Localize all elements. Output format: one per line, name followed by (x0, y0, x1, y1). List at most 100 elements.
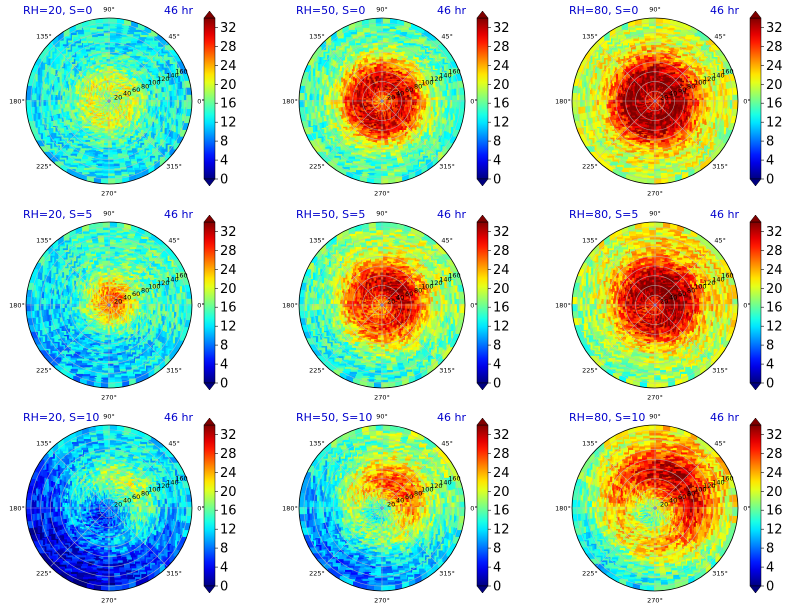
heatmap-cell (80, 18, 89, 28)
heatmap-cell (120, 99, 125, 104)
heatmap-cell (186, 100, 192, 109)
colorbar-tick-label: 24 (220, 59, 237, 74)
angle-tick-label: 90° (103, 6, 115, 14)
heatmap-cell (60, 27, 70, 37)
heatmap-cell (32, 58, 41, 68)
panel-time-label: 46 hr (164, 4, 193, 17)
heatmap-cell (122, 99, 127, 104)
heatmap-cell (32, 134, 41, 144)
heatmap-cell (66, 24, 76, 33)
heatmap-cell (115, 99, 120, 104)
angle-tick-label: 0° (470, 98, 477, 106)
heatmap-cell (44, 41, 54, 51)
heatmap-cell (26, 78, 34, 88)
heatmap-cell (26, 107, 33, 117)
colorbar-gradient (476, 17, 489, 180)
heatmap-cell (186, 93, 192, 102)
angle-tick-label: 315° (166, 163, 182, 171)
angle-tick-label: 90° (376, 6, 388, 14)
radial-tick-label: 60 (132, 86, 140, 94)
colorbar-tick-label: 12 (220, 116, 237, 131)
heatmap-cell (108, 18, 117, 24)
heatmap-cell (66, 169, 76, 178)
radial-tick-label: 140 (166, 71, 178, 79)
heatmap-cell (125, 99, 130, 104)
colorbar-extend-min (203, 178, 216, 187)
radial-tick-label: 100 (148, 79, 160, 87)
heatmap-cell (54, 161, 64, 171)
angular-gridline (108, 100, 168, 160)
angle-tick-label: 180° (282, 98, 298, 106)
heatmap-cell (177, 134, 186, 144)
heatmap-cell (54, 31, 64, 41)
radial-tick-label: 40 (123, 90, 131, 98)
heatmap-cell (180, 65, 189, 75)
polar-panel: 0°45°90°135°180°225°270°315°20 40 60 801001… (282, 4, 478, 198)
heatmap-cell (35, 52, 45, 62)
heatmap-cell (39, 46, 49, 56)
polar-panel: 0°45°90°135°180°225°270°315°20 40 60 801001… (9, 4, 205, 198)
heatmap-cell (39, 146, 49, 156)
heatmap-cell (73, 21, 83, 30)
heatmap-cell (26, 114, 34, 124)
angle-tick-label: 225° (309, 163, 325, 171)
heatmap-cell (173, 140, 183, 150)
heatmap-cell (154, 161, 164, 171)
heatmap-cell (182, 121, 192, 130)
panel-title: RH=50, S=0 (296, 4, 365, 17)
heatmap-cell (142, 24, 152, 33)
heatmap-cell (148, 27, 158, 37)
radial-tick-label: 160 (448, 68, 460, 76)
polar-frame (25, 17, 193, 185)
heatmap-cell (135, 21, 145, 30)
colorbar-tick-label: 4 (220, 154, 228, 169)
heatmap-cell (26, 121, 36, 130)
heatmap-cell (93, 177, 103, 184)
angle-tick-label: 0° (197, 98, 204, 106)
heatmap-cell (185, 107, 192, 117)
heatmap-cell (391, 99, 395, 104)
heatmap-cell (80, 174, 89, 184)
heatmap-cell (154, 31, 164, 41)
heatmap-cell (184, 114, 192, 124)
colorbar-tick-label: 0 (220, 173, 228, 188)
heatmap-cell (86, 18, 96, 26)
heatmap-cell (108, 178, 117, 184)
heatmap-cell (142, 169, 152, 178)
angle-tick-label: 315° (439, 163, 455, 171)
colorbar-extend-max (203, 10, 216, 19)
heatmap-cell (395, 99, 400, 104)
heatmap-cell (159, 156, 169, 166)
angle-tick-label: 225° (36, 163, 52, 171)
heatmap-cell (35, 140, 45, 150)
colorbar-tick-label: 8 (220, 135, 228, 150)
panel-title: RH=20, S=0 (23, 4, 92, 17)
angle-tick-label: 180° (9, 98, 25, 106)
heatmap-cell (159, 36, 169, 46)
heatmap-cell (86, 176, 96, 184)
colorbar-gradient (203, 17, 216, 180)
heatmap-cell (26, 93, 32, 102)
heatmap-cell (164, 151, 174, 161)
heatmap-cell (44, 151, 54, 161)
heatmap-cell (29, 65, 38, 75)
radial-tick-label: 40 (396, 90, 404, 98)
colorbar-tick-label: 16 (220, 97, 237, 112)
heatmap-cell (388, 99, 393, 104)
angle-tick-label: 45° (168, 32, 180, 40)
heatmap-cell (135, 172, 145, 181)
colorbar-tick-label: 28 (220, 40, 237, 55)
heatmap-cell (129, 174, 138, 184)
angle-tick-label: 270° (374, 190, 390, 198)
heatmap-cell (101, 178, 110, 184)
heatmap-cell (101, 18, 110, 24)
heatmap-field (26, 18, 192, 184)
colorbar-tick-label: 32 (220, 21, 237, 36)
heatmap-cell (73, 172, 83, 181)
radial-tick-label: 20 (114, 93, 122, 101)
heatmap-cell (129, 18, 138, 28)
angle-tick-label: 135° (36, 32, 52, 40)
heatmap-cell (118, 99, 122, 104)
